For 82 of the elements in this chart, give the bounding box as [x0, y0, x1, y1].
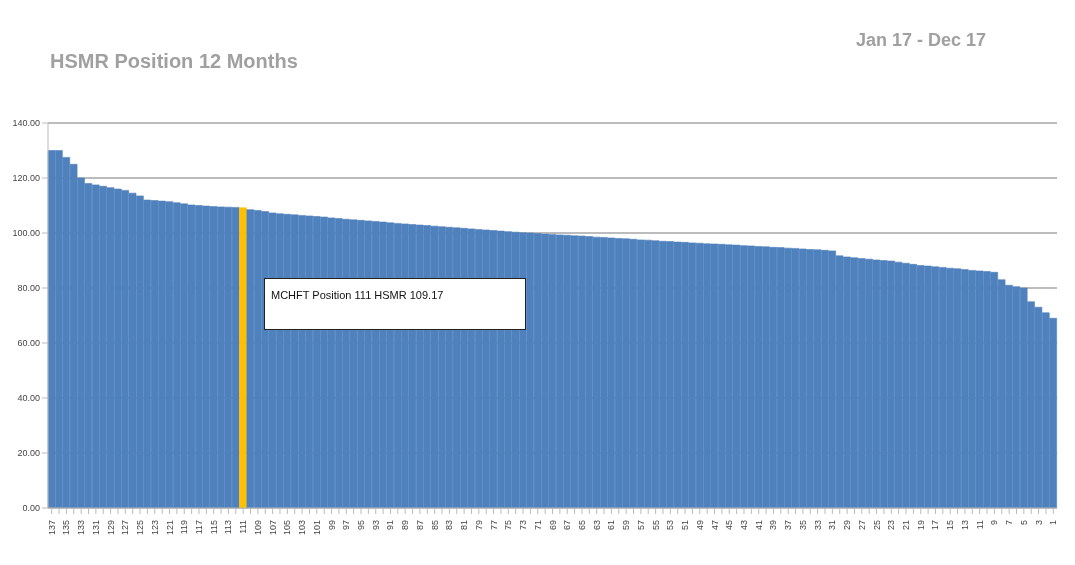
x-tick-label: 85 — [429, 520, 440, 531]
x-tick-label: 101 — [311, 520, 322, 536]
x-tick-label: 39 — [768, 520, 779, 531]
x-tick-label: 63 — [591, 520, 602, 531]
x-tick-label: 27 — [856, 520, 867, 531]
annotation: MCHFT Position 111 HSMR 109.17 — [271, 289, 444, 301]
x-tick-label: 121 — [164, 520, 175, 536]
x-tick-label: 45 — [724, 520, 735, 531]
x-tick-label: 19 — [915, 520, 926, 531]
x-tick-label: 105 — [282, 520, 293, 536]
x-tick-label: 135 — [61, 520, 72, 536]
x-tick-label: 129 — [105, 520, 116, 536]
x-tick-label: 37 — [783, 520, 794, 531]
x-tick-label: 51 — [680, 520, 691, 531]
bar — [239, 207, 247, 508]
x-tick-label: 9 — [989, 520, 1000, 526]
y-tick-label: 140.00 — [12, 118, 40, 129]
x-tick-label: 83 — [444, 520, 455, 531]
x-tick-label: 41 — [753, 520, 764, 531]
x-tick-label: 25 — [871, 520, 882, 531]
x-tick-label: 125 — [135, 520, 146, 536]
x-tick-label: 127 — [120, 520, 131, 536]
x-tick-label: 17 — [930, 520, 941, 531]
x-tick-label: 81 — [459, 520, 470, 531]
x-tick-label: 33 — [812, 520, 823, 531]
x-tick-label: 49 — [694, 520, 705, 531]
x-tick-label: 11 — [974, 520, 985, 530]
x-tick-label: 55 — [650, 520, 661, 531]
x-tick-label: 123 — [149, 520, 160, 536]
y-tick-label: 100.00 — [12, 228, 40, 239]
x-tick-label: 109 — [252, 520, 263, 536]
x-tick-label: 59 — [621, 520, 632, 531]
x-tick-label: 5 — [1018, 520, 1029, 526]
y-tick-label: 60.00 — [17, 338, 40, 349]
x-tick-label: 113 — [223, 520, 234, 535]
y-tick-label: 80.00 — [17, 283, 40, 294]
x-tick-label: 91 — [385, 520, 396, 531]
x-tick-label: 77 — [488, 520, 499, 531]
x-tick-label: 117 — [193, 520, 204, 535]
x-tick-label: 35 — [797, 520, 808, 531]
x-tick-label: 15 — [945, 520, 956, 531]
x-tick-label: 93 — [370, 520, 381, 531]
y-tick-label: 0.00 — [22, 503, 40, 514]
x-tick-label: 13 — [959, 520, 970, 531]
x-tick-label: 119 — [179, 520, 190, 535]
x-tick-label: 87 — [414, 520, 425, 531]
x-tick-label: 29 — [842, 520, 853, 531]
x-tick-label: 73 — [518, 520, 529, 531]
x-tick-label: 69 — [547, 520, 558, 531]
y-tick-label: 40.00 — [17, 393, 40, 404]
x-tick-label: 31 — [827, 520, 838, 531]
x-tick-label: 79 — [473, 520, 484, 531]
x-tick-label: 99 — [326, 520, 337, 531]
y-tick-label: 120.00 — [12, 173, 40, 184]
x-tick-label: 115 — [208, 520, 219, 535]
x-tick-label: 67 — [562, 520, 573, 531]
x-tick-label: 107 — [267, 520, 278, 536]
callout-box: MCHFT Position 111 HSMR 109.17 — [264, 278, 526, 330]
x-tick-label: 53 — [665, 520, 676, 531]
chart-title: HSMR Position 12 Months — [50, 50, 298, 73]
x-tick-label: 7 — [1004, 520, 1015, 526]
x-tick-label: 3 — [1033, 520, 1044, 526]
chart-subtitle: Jan 17 - Dec 17 — [856, 30, 987, 51]
x-tick-label: 95 — [356, 520, 367, 531]
x-tick-label: 65 — [576, 520, 587, 531]
x-tick-label: 75 — [503, 520, 514, 531]
x-tick-label: 133 — [76, 520, 87, 536]
y-tick-label: 20.00 — [17, 448, 40, 459]
x-tick-label: 1 — [1048, 520, 1059, 526]
x-tick-label: 103 — [297, 520, 308, 536]
x-tick-label: 97 — [341, 520, 352, 531]
x-tick-label: 137 — [46, 520, 57, 536]
x-tick-label: 61 — [606, 520, 617, 531]
x-tick-label: 71 — [532, 520, 543, 531]
x-tick-label: 43 — [738, 520, 749, 531]
x-tick-label: 89 — [400, 520, 411, 531]
x-tick-label: 21 — [901, 520, 912, 531]
x-tick-label: 47 — [709, 520, 720, 531]
x-tick-label: 111 — [238, 520, 249, 534]
x-tick-label: 131 — [90, 520, 101, 536]
x-tick-label: 23 — [886, 520, 897, 531]
x-tick-label: 57 — [635, 520, 646, 531]
